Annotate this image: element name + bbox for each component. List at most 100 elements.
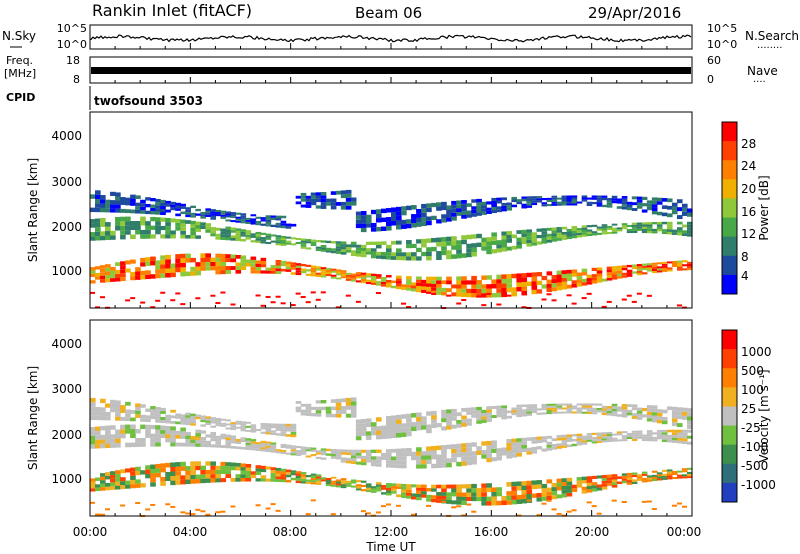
heatmap-cell: [611, 476, 618, 480]
heatmap-cell: [265, 221, 272, 225]
heatmap-cell: [200, 443, 206, 447]
heatmap-cell: [330, 274, 337, 277]
heatmap-cell: [671, 435, 678, 438]
heatmap-cell: [105, 430, 111, 435]
heatmap-cell: [335, 449, 342, 452]
heatmap-cell: [486, 449, 492, 454]
heatmap-cell: [516, 494, 523, 500]
heatmap-cell: [631, 432, 638, 435]
heatmap-cell: [476, 450, 482, 455]
heatmap-cell: [556, 403, 563, 406]
heatmap-cell: [115, 416, 121, 421]
heatmap-cell: [676, 429, 683, 433]
heatmap-cell: [375, 511, 381, 514]
heatmap-cell: [110, 204, 116, 209]
heatmap-cell: [656, 429, 663, 433]
heatmap-cell: [295, 471, 302, 474]
heatmap-cell: [265, 427, 272, 430]
heatmap-cell: [160, 217, 166, 222]
heatmap-cell: [190, 461, 196, 466]
heatmap-cell: [275, 467, 282, 471]
heatmap-cell: [406, 418, 412, 423]
heatmap-cell: [155, 463, 161, 469]
heatmap-cell: [300, 263, 307, 267]
heatmap-cell: [401, 206, 407, 211]
heatmap-cell: [471, 496, 477, 502]
heatmap-cell: [300, 474, 307, 477]
heatmap-cell: [265, 445, 272, 448]
heatmap-cell: [476, 202, 482, 206]
heatmap-cell: [511, 245, 518, 250]
heatmap-cell: [426, 411, 432, 416]
heatmap-cell: [676, 502, 682, 505]
heatmap-cell: [205, 229, 211, 233]
heatmap-cell: [220, 234, 227, 238]
heatmap-cell: [676, 476, 683, 479]
heatmap-cell: [661, 231, 668, 235]
heatmap-cell: [180, 475, 186, 480]
heatmap-cell: [446, 425, 452, 430]
heatmap-cell: [556, 435, 563, 438]
heatmap-cell: [155, 269, 161, 274]
heatmap-cell: [616, 229, 623, 232]
heatmap-cell: [245, 429, 252, 432]
heatmap-cell: [140, 424, 146, 430]
heatmap-cell: [646, 405, 653, 409]
heatmap-cell: [185, 435, 191, 440]
heatmap-cell: [406, 219, 412, 224]
heatmap-cell: [115, 438, 121, 444]
heatmap-cell: [396, 224, 402, 230]
heatmap-cell: [471, 234, 477, 239]
heatmap-cell: [661, 420, 668, 425]
heatmap-cell: [255, 428, 262, 432]
heatmap-cell: [240, 217, 247, 220]
heatmap-cell: [391, 419, 397, 425]
heatmap-cell: [330, 456, 337, 459]
heatmap-cell: [345, 484, 352, 487]
heatmap-cell: [461, 203, 467, 208]
heatmap-cell: [646, 265, 653, 268]
heatmap-cell: [596, 436, 603, 439]
heatmap-cell: [205, 461, 211, 466]
heatmap-cell: [200, 415, 206, 418]
heatmap-cell: [621, 404, 628, 407]
heatmap-cell: [646, 206, 653, 211]
heatmap-cell: [421, 484, 427, 488]
heatmap-cell: [661, 437, 668, 440]
heatmap-cell: [255, 238, 262, 241]
heatmap-cell: [180, 427, 186, 432]
heatmap-cell: [295, 195, 302, 199]
heatmap-cell: [200, 437, 206, 441]
heatmap-cell: [511, 196, 518, 200]
heatmap-cell: [686, 420, 693, 425]
heatmap-cell: [421, 208, 427, 213]
heatmap-cell: [496, 279, 502, 284]
heatmap-cell: [476, 417, 482, 421]
heatmap-cell: [215, 214, 222, 217]
heatmap-cell: [566, 436, 573, 440]
heatmap-cell: [105, 203, 111, 209]
heatmap-cell: [105, 235, 111, 241]
heatmap-cell: [546, 407, 553, 410]
heatmap-cell: [160, 420, 166, 424]
heatmap-cell: [295, 473, 302, 476]
heatmap-cell: [385, 275, 392, 278]
heatmap-cell: [90, 219, 96, 224]
heatmap-cell: [521, 286, 528, 291]
heatmap-cell: [135, 437, 141, 443]
heatmap-cell: [310, 413, 317, 417]
heatmap-cell: [581, 490, 588, 494]
heatmap-cell: [175, 413, 181, 417]
heatmap-cell: [461, 447, 467, 453]
heatmap-cell: [355, 480, 362, 483]
heatmap-cell: [571, 405, 578, 408]
heatmap-cell: [350, 413, 357, 418]
heatmap-cell: [155, 264, 161, 270]
heatmap-cell: [195, 439, 201, 444]
heatmap-cell: [260, 440, 267, 443]
heatmap-cell: [426, 256, 432, 261]
heatmap-cell: [290, 447, 297, 450]
heatmap-cell: [345, 201, 352, 206]
velocity-colorbar-frame: [721, 329, 738, 503]
heatmap-cell: [606, 408, 613, 411]
